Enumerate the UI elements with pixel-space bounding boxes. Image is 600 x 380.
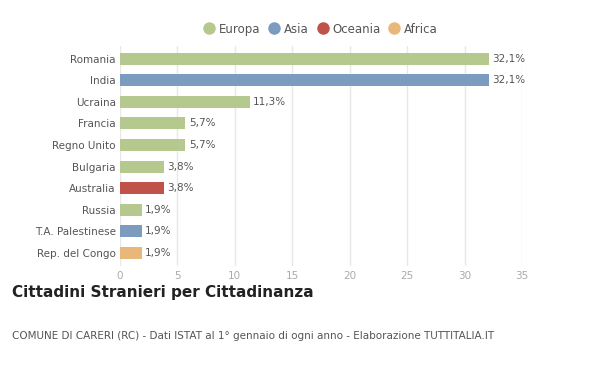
Bar (120, 117, 185, 129)
Text: Cittadini Stranieri per Cittadinanza: Cittadini Stranieri per Cittadinanza (12, 285, 314, 300)
Bar (120, 161, 164, 173)
Text: 5,7%: 5,7% (189, 140, 215, 150)
Text: 1,9%: 1,9% (145, 226, 172, 236)
Text: 32,1%: 32,1% (492, 75, 525, 85)
Bar (120, 204, 142, 216)
Text: 5,7%: 5,7% (189, 119, 215, 128)
Text: 32,1%: 32,1% (492, 54, 525, 63)
Text: 1,9%: 1,9% (145, 205, 172, 215)
Text: 11,3%: 11,3% (253, 97, 286, 107)
Bar (120, 139, 185, 151)
Text: 1,9%: 1,9% (145, 248, 172, 258)
Bar (120, 96, 250, 108)
Bar (120, 74, 488, 86)
Bar (120, 52, 488, 65)
Text: 3,8%: 3,8% (167, 162, 194, 172)
Text: 3,8%: 3,8% (167, 183, 194, 193)
Legend: Europa, Asia, Oceania, Africa: Europa, Asia, Oceania, Africa (202, 21, 440, 38)
Text: COMUNE DI CARERI (RC) - Dati ISTAT al 1° gennaio di ogni anno - Elaborazione TUT: COMUNE DI CARERI (RC) - Dati ISTAT al 1°… (12, 331, 494, 340)
Bar (120, 182, 164, 194)
Bar (120, 247, 142, 259)
Bar (120, 225, 142, 238)
